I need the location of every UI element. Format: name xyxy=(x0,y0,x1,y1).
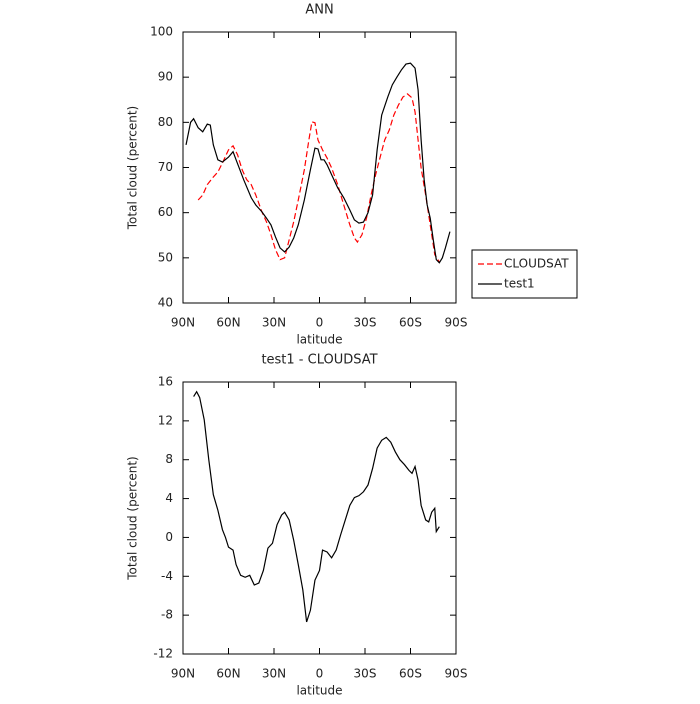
x-tick-label: 90S xyxy=(445,316,468,330)
y-tick-label: -8 xyxy=(161,608,173,622)
x-tick-label: 90S xyxy=(445,667,468,681)
y-tick-label: 80 xyxy=(158,115,173,129)
data-line xyxy=(185,62,451,264)
data-line xyxy=(193,390,440,623)
plot: ANN 90N 60N 30N 0 30S 60S 90S 40 50 60 70 80 90 100 lat… xyxy=(126,3,578,347)
y-tick-label: 16 xyxy=(158,375,173,389)
plot-frame xyxy=(182,381,457,655)
y-tick-label: 90 xyxy=(158,70,173,84)
x-tick-label: 60N xyxy=(216,667,240,681)
x-tick-label: 30N xyxy=(262,316,286,330)
y-tick-label: -12 xyxy=(153,647,173,661)
y-tick-label: 8 xyxy=(165,452,173,466)
x-tick-label: 30S xyxy=(354,667,377,681)
chart-title: test1 - CLOUDSAT xyxy=(261,353,377,368)
x-tick-label: 60N xyxy=(216,316,240,330)
y-tick-label: 12 xyxy=(158,413,173,427)
x-axis-label: latitude xyxy=(296,333,342,347)
x-tick-label: 30S xyxy=(354,316,377,330)
plot-frame xyxy=(182,31,457,304)
x-tick-label: 90N xyxy=(171,667,195,681)
y-tick-label: 50 xyxy=(158,250,173,264)
y-tick-label: 70 xyxy=(158,160,173,174)
legend-box xyxy=(471,249,578,299)
x-tick-label: 0 xyxy=(316,667,324,681)
chart-title: ANN xyxy=(305,3,333,18)
x-tick-label: 90N xyxy=(171,316,195,330)
y-tick-label: 60 xyxy=(158,205,173,219)
x-tick-label: 60S xyxy=(399,667,422,681)
y-tick-label: 40 xyxy=(158,296,173,310)
x-tick-label: 0 xyxy=(316,316,324,330)
legend-label: test1 xyxy=(504,277,535,291)
x-tick-label: 30N xyxy=(262,667,286,681)
y-tick-label: -4 xyxy=(161,569,173,583)
x-tick-label: 60S xyxy=(399,316,422,330)
y-axis-label: Total cloud (percent) xyxy=(126,456,140,580)
y-tick-label: 100 xyxy=(150,25,173,39)
y-axis-label: Total cloud (percent) xyxy=(126,106,140,230)
x-axis-label: latitude xyxy=(296,684,342,698)
y-tick-label: 4 xyxy=(165,491,173,505)
y-tick-label: 0 xyxy=(165,530,173,544)
legend-label: CLOUDSAT xyxy=(504,257,569,271)
legend: CLOUDSAT test1 xyxy=(471,249,578,299)
data-line xyxy=(197,93,440,263)
plot: test1 - CLOUDSAT 90N 60N 30N 0 30S 60S 90S -12 -8… xyxy=(126,353,468,698)
